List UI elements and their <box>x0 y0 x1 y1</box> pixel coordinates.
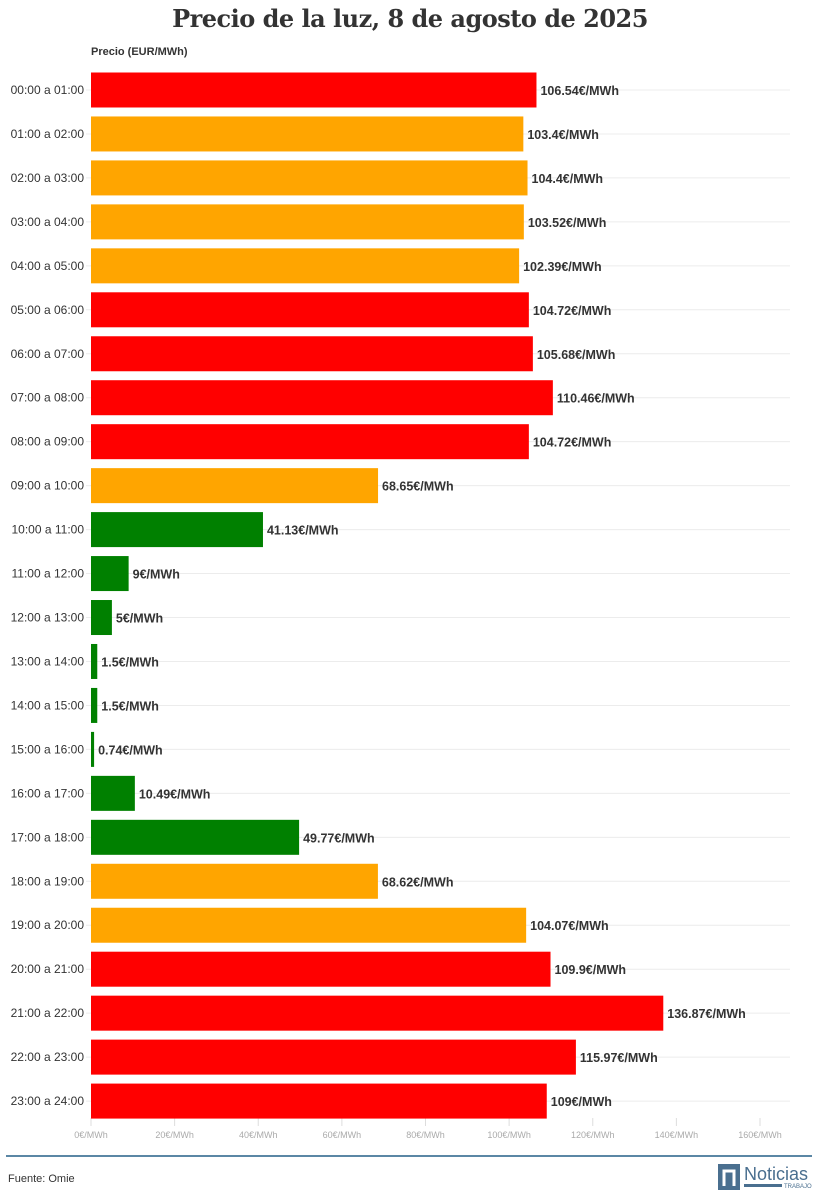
data-label: 106.54€/MWh <box>540 84 619 98</box>
bar <box>91 951 551 987</box>
bar <box>91 292 529 328</box>
category-label: 04:00 a 05:00 <box>11 259 85 273</box>
bar <box>91 204 524 240</box>
noticias-trabajo-logo: Noticias TRABAJO <box>718 1164 812 1190</box>
bar <box>91 863 378 899</box>
x-tick-label: 160€/MWh <box>738 1130 782 1140</box>
data-label: 103.4€/MWh <box>527 128 599 142</box>
x-tick-label: 40€/MWh <box>239 1130 278 1140</box>
x-tick-label: 120€/MWh <box>571 1130 615 1140</box>
bar <box>91 995 664 1031</box>
bar <box>91 556 129 592</box>
x-tick-label: 80€/MWh <box>406 1130 445 1140</box>
svg-text:Noticias: Noticias <box>744 1164 808 1184</box>
data-label: 10.49€/MWh <box>139 787 211 801</box>
bar <box>91 907 527 943</box>
bar <box>91 116 524 152</box>
category-label: 07:00 a 08:00 <box>11 391 85 405</box>
x-tick-label: 60€/MWh <box>323 1130 362 1140</box>
category-label: 10:00 a 11:00 <box>11 523 84 537</box>
svg-text:TRABAJO: TRABAJO <box>784 1184 812 1190</box>
bar <box>91 643 98 679</box>
category-label: 18:00 a 19:00 <box>11 874 85 888</box>
bar <box>91 72 537 108</box>
bar <box>91 424 529 460</box>
category-label: 00:00 a 01:00 <box>11 83 85 97</box>
data-label: 68.62€/MWh <box>382 875 454 889</box>
bar <box>91 1083 547 1119</box>
category-label: 09:00 a 10:00 <box>11 479 85 493</box>
data-label: 115.97€/MWh <box>580 1051 658 1065</box>
category-label: 11:00 a 12:00 <box>11 567 84 581</box>
source-text: Fuente: Omie <box>8 1173 75 1185</box>
bar-chart: 0€/MWh 20€/MWh 40€/MWh 60€/MWh 80€/MWh 100€/M… <box>11 72 790 1140</box>
data-label: 136.87€/MWh <box>667 1007 746 1021</box>
data-label: 104.72€/MWh <box>533 436 612 450</box>
bar <box>91 819 300 855</box>
x-tick-label: 140€/MWh <box>655 1130 699 1140</box>
bar <box>91 336 533 372</box>
data-label: 0.74€/MWh <box>98 743 163 757</box>
bar <box>91 380 553 416</box>
category-label: 20:00 a 21:00 <box>11 962 85 976</box>
data-label: 49.77€/MWh <box>303 831 375 845</box>
category-label: 06:00 a 07:00 <box>11 347 85 361</box>
bar <box>91 775 135 811</box>
category-label: 23:00 a 24:00 <box>11 1094 85 1108</box>
bar <box>91 1039 576 1075</box>
category-label: 12:00 a 13:00 <box>11 611 85 625</box>
data-label: 104.07€/MWh <box>530 919 609 933</box>
data-label: 110.46€/MWh <box>557 392 635 406</box>
bar <box>91 731 95 767</box>
bar <box>91 248 520 284</box>
data-label: 105.68€/MWh <box>537 348 616 362</box>
data-label: 9€/MWh <box>133 568 180 582</box>
data-label: 109€/MWh <box>551 1095 612 1109</box>
bar <box>91 512 263 548</box>
x-tick-label: 0€/MWh <box>74 1130 108 1140</box>
data-label: 5€/MWh <box>116 612 163 626</box>
data-label: 103.52€/MWh <box>528 216 607 230</box>
bar <box>91 600 112 636</box>
axis-label: Precio (EUR/MWh) <box>91 46 188 58</box>
category-label: 15:00 a 16:00 <box>11 742 85 756</box>
category-label: 08:00 a 09:00 <box>11 435 85 449</box>
bar <box>91 160 528 196</box>
data-label: 1.5€/MWh <box>101 655 159 669</box>
category-label: 02:00 a 03:00 <box>11 171 85 185</box>
category-label: 03:00 a 04:00 <box>11 215 85 229</box>
footer-divider <box>6 1155 812 1157</box>
category-label: 22:00 a 23:00 <box>11 1050 85 1064</box>
data-label: 109.9€/MWh <box>555 963 627 977</box>
x-tick-label: 100€/MWh <box>487 1130 531 1140</box>
data-label: 1.5€/MWh <box>101 699 159 713</box>
bar <box>91 468 379 504</box>
category-label: 13:00 a 14:00 <box>11 654 85 668</box>
data-label: 104.4€/MWh <box>532 172 604 186</box>
category-label: 19:00 a 20:00 <box>11 918 85 932</box>
bar <box>91 687 98 723</box>
category-label: 16:00 a 17:00 <box>11 786 85 800</box>
category-label: 14:00 a 15:00 <box>11 698 85 712</box>
category-label: 21:00 a 22:00 <box>11 1006 85 1020</box>
x-tick-label: 20€/MWh <box>155 1130 194 1140</box>
data-label: 102.39€/MWh <box>523 260 602 274</box>
data-label: 68.65€/MWh <box>382 480 454 494</box>
data-label: 41.13€/MWh <box>267 524 339 538</box>
category-label: 05:00 a 06:00 <box>11 303 85 317</box>
category-label: 17:00 a 18:00 <box>11 830 85 844</box>
category-label: 01:00 a 02:00 <box>11 127 85 141</box>
chart-title: Precio de la luz, 8 de agosto de 2025 <box>172 4 648 33</box>
data-label: 104.72€/MWh <box>533 304 612 318</box>
